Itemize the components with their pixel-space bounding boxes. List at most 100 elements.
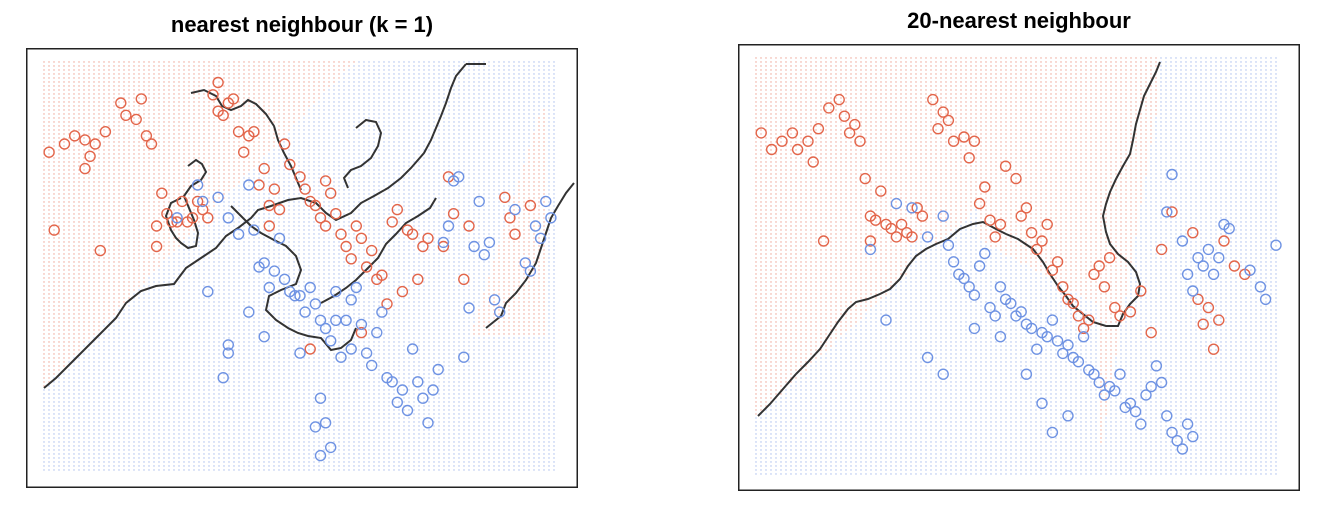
red-class-point: [1207, 343, 1220, 355]
red-class-point: [43, 146, 55, 158]
red-class-point: [1057, 281, 1069, 293]
blue-class-point: [968, 322, 981, 335]
blue-class-point: [243, 179, 255, 191]
red-class-point: [994, 218, 1007, 231]
blue-class-point: [1041, 331, 1053, 343]
blue-class-point: [386, 376, 398, 388]
red-class-point: [817, 235, 830, 247]
red-class-point: [906, 231, 918, 243]
red-class-point: [1051, 256, 1064, 268]
blue-class-point: [1135, 418, 1147, 430]
blue-class-point: [412, 376, 424, 388]
blue-class-point: [340, 314, 352, 326]
red-class-point: [196, 203, 209, 216]
blue-class-point: [325, 335, 337, 347]
blue-class-point: [217, 372, 229, 384]
red-class-point: [885, 222, 897, 235]
red-class-point: [989, 231, 1001, 243]
blue-class-point: [1176, 235, 1189, 247]
blue-class-point: [1259, 293, 1272, 306]
red-class-point: [1025, 226, 1038, 239]
blue-class-point: [314, 314, 327, 326]
red-class-point: [284, 158, 296, 171]
blue-class-point: [947, 256, 960, 268]
red-class-point: [1046, 264, 1059, 276]
blue-class-point: [973, 260, 986, 272]
blue-class-point: [524, 265, 537, 277]
red-class-point: [314, 212, 327, 224]
chart-title: 20-nearest neighbour: [738, 8, 1300, 34]
blue-class-point: [289, 289, 301, 302]
blue-class-point: [1192, 251, 1204, 264]
red-class-point: [381, 298, 393, 310]
red-class-point: [355, 232, 368, 245]
red-class-point: [376, 269, 388, 281]
blue-class-point: [309, 298, 322, 310]
red-class-point: [186, 212, 199, 224]
blue-class-point: [350, 281, 362, 294]
blue-class-point: [335, 351, 347, 363]
red-class-point: [937, 106, 949, 118]
red-class-point: [345, 253, 357, 265]
blue-class-point: [906, 202, 918, 214]
blue-class-point: [1093, 376, 1105, 389]
red-class-point: [58, 138, 71, 150]
red-class-point: [263, 199, 276, 212]
red-class-point: [417, 240, 429, 253]
blue-class-point: [1166, 426, 1178, 439]
blue-class-point: [432, 363, 444, 376]
red-class-point: [979, 181, 991, 193]
red-class-point: [1124, 306, 1137, 318]
red-class-point: [79, 162, 91, 175]
blue-class-point: [984, 301, 996, 314]
red-class-point: [258, 162, 270, 175]
red-class-point: [207, 89, 219, 101]
red-class-point: [94, 244, 107, 257]
blue-class-point: [1046, 426, 1059, 439]
blue-class-point: [880, 314, 892, 326]
red-class-point: [391, 203, 403, 216]
red-class-point: [406, 228, 419, 240]
blue-class-point: [294, 289, 306, 302]
red-class-point: [156, 187, 168, 199]
blue-class-point: [422, 417, 434, 429]
red-class-point: [968, 135, 981, 147]
blue-class-point: [921, 351, 934, 364]
red-class-point: [864, 235, 877, 247]
red-class-point: [807, 156, 819, 168]
knn-plot-k20: [738, 44, 1300, 491]
blue-class-point: [1145, 380, 1157, 393]
red-class-point: [422, 232, 434, 245]
blue-class-point: [1270, 239, 1282, 251]
red-class-point: [350, 220, 362, 232]
red-class-point: [89, 138, 101, 150]
red-class-point: [191, 195, 204, 208]
red-class-point: [999, 160, 1012, 172]
blue-class-point: [1129, 405, 1142, 418]
red-class-point: [1197, 318, 1209, 330]
red-class-point: [396, 285, 409, 298]
blue-class-point: [309, 421, 322, 433]
blue-class-point: [1062, 339, 1074, 351]
blue-class-point: [314, 392, 327, 404]
red-class-point: [294, 171, 306, 183]
red-class-point: [1077, 322, 1090, 335]
red-class-point: [299, 183, 311, 195]
red-class-point: [366, 244, 378, 257]
red-class-point: [1135, 285, 1147, 297]
red-class-point: [79, 134, 91, 146]
red-class-point: [447, 207, 460, 220]
blue-class-point: [1088, 368, 1100, 380]
chart-title: nearest neighbour (k = 1): [26, 12, 578, 38]
blue-class-point: [232, 228, 245, 240]
red-class-point: [273, 203, 286, 216]
blue-class-point: [463, 302, 475, 314]
red-class-point: [854, 135, 866, 147]
red-class-point: [1145, 326, 1157, 339]
blue-class-point: [519, 257, 531, 269]
blue-class-point: [540, 195, 552, 208]
red-class-point: [135, 93, 148, 105]
red-class-point: [963, 152, 975, 164]
red-class-point: [786, 127, 799, 139]
red-class-point: [916, 210, 929, 222]
